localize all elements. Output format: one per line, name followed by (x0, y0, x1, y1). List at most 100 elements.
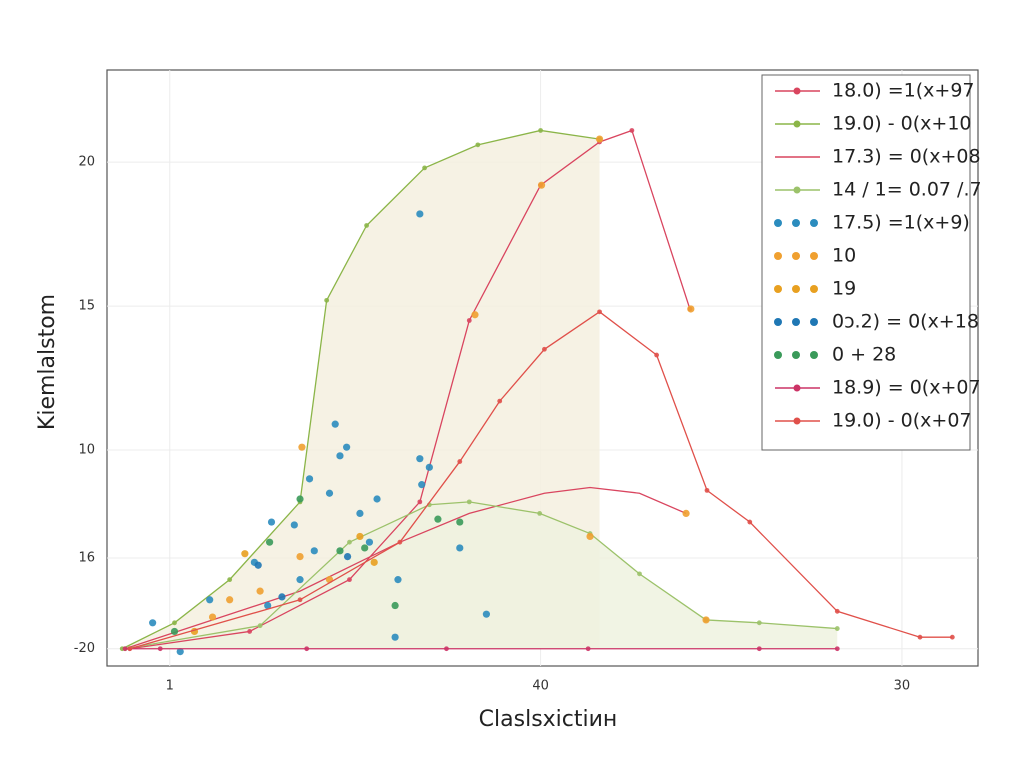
data-point (241, 550, 249, 558)
data-point (296, 495, 304, 503)
legend-swatch (774, 252, 818, 260)
data-point (917, 634, 923, 640)
data-point (149, 619, 157, 627)
data-point (471, 311, 479, 319)
data-point (418, 481, 426, 489)
y-tick-label: 20 (78, 155, 95, 170)
data-point (364, 223, 369, 228)
data-point (466, 318, 472, 323)
legend-swatch (775, 417, 820, 425)
data-point (834, 646, 840, 652)
data-point (347, 577, 352, 583)
data-point (122, 646, 128, 652)
data-point (585, 646, 591, 652)
data-point (538, 128, 543, 133)
data-point (537, 511, 543, 516)
data-point (747, 519, 753, 525)
data-point (170, 627, 179, 636)
x-tick-label: 40 (532, 679, 549, 694)
data-point (537, 181, 546, 189)
legend: 18.0) =1(x+97 19.0) - 0(x+10 17.3) = 0(x+0… (761, 74, 982, 451)
data-point (176, 648, 184, 656)
data-point (654, 352, 660, 358)
data-point (325, 489, 334, 497)
data-point (629, 128, 635, 133)
data-point (417, 499, 423, 505)
data-point (542, 346, 547, 352)
data-point (482, 610, 490, 618)
y-axis-label: Kiemlalstom (35, 294, 60, 430)
data-point (296, 552, 304, 561)
data-point (704, 487, 710, 493)
data-point (172, 620, 177, 626)
legend-marker (774, 285, 782, 293)
legend-marker (793, 120, 801, 128)
data-point (595, 135, 604, 143)
legend-marker (792, 318, 800, 326)
y-tick-label: 15 (78, 299, 95, 314)
data-point (265, 538, 274, 546)
data-point (305, 475, 314, 483)
data-point (597, 309, 602, 315)
legend-swatch (775, 384, 820, 392)
legend-swatch (775, 87, 820, 95)
data-point (343, 552, 352, 561)
data-point (475, 142, 481, 148)
legend-marker (810, 318, 818, 326)
series-line (124, 486, 687, 650)
data-point (310, 547, 318, 555)
legend-label: 0ↄ.2) = 0(x+18 (832, 311, 979, 333)
y-tick-label: 10 (78, 443, 95, 458)
data-point (397, 539, 403, 545)
legend-label: 17.3) = 0(x+08 (832, 146, 981, 168)
legend-marker (774, 351, 782, 359)
data-point (324, 297, 330, 303)
data-point (456, 544, 464, 552)
data-point (834, 608, 840, 614)
data-point (586, 532, 594, 541)
data-point (157, 646, 163, 652)
legend-marker (810, 219, 818, 227)
data-point (416, 210, 424, 218)
data-point (416, 455, 424, 463)
data-point (127, 646, 133, 652)
data-point (347, 539, 352, 545)
data-point (278, 593, 286, 601)
data-point (254, 561, 262, 569)
data-point (331, 420, 339, 428)
data-point (834, 626, 840, 631)
data-point (466, 499, 472, 505)
legend-marker (774, 219, 782, 227)
legend-marker (810, 285, 818, 293)
data-point (434, 515, 442, 523)
legend-marker (793, 186, 801, 194)
data-point (227, 577, 233, 583)
legend-marker (810, 351, 818, 359)
x-tick-label: 30 (894, 679, 911, 694)
y-tick-label: -20 (74, 641, 95, 656)
legend-swatch (774, 351, 818, 359)
data-point (637, 571, 642, 577)
legend-marker (793, 384, 801, 392)
legend-marker (793, 87, 801, 95)
legend-label: 18.0) =1(x+97 (832, 80, 975, 102)
legend-marker (792, 252, 800, 260)
data-point (425, 463, 433, 471)
x-tick-label: 1 (166, 679, 174, 694)
data-point (422, 165, 427, 171)
data-point (702, 616, 710, 624)
data-point (756, 620, 762, 626)
data-point (256, 587, 264, 595)
area-fill (125, 501, 838, 649)
data-point (226, 596, 234, 604)
data-point (264, 601, 272, 610)
legend-label: 19.0) - 0(x+10 (832, 113, 972, 135)
legend-swatch (774, 219, 818, 227)
data-point (394, 576, 402, 584)
legend-label: 19 (832, 278, 856, 300)
legend-marker (792, 351, 800, 359)
legend-marker (810, 252, 818, 260)
legend-marker (793, 417, 801, 425)
